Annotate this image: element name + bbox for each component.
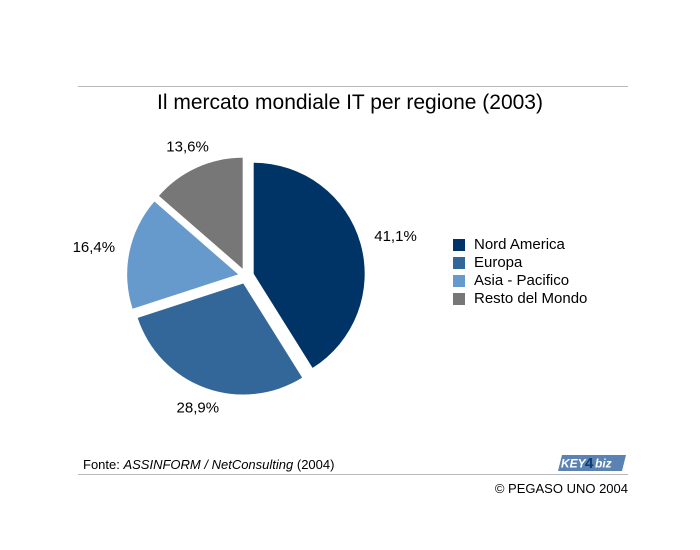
legend-label: Asia - Pacifico [474,272,570,289]
legend-label: Nord America [474,236,565,253]
legend-item-asia-pacifico: Asia - Pacifico [453,272,587,290]
source-note: Fonte: ASSINFORM / NetConsulting (2004) [83,457,334,473]
legend-item-europa: Europa [453,254,587,272]
legend-label: Resto del Mondo [474,290,588,307]
svg-text:4: 4 [585,455,594,472]
pie-slice-nord-america [253,162,365,368]
data-label-nord-america: 41,1% [374,228,417,245]
legend-swatch [453,293,465,305]
pie-slice-resto-del-mondo [158,157,243,269]
legend-swatch [453,257,465,269]
data-label-resto-del-mondo: 13,6% [166,139,209,156]
pie-slice-europa [137,283,303,395]
data-label-asia-pacifico: 16,4% [73,239,116,256]
legend-item-resto-del-mondo: Resto del Mondo [453,290,587,308]
legend-swatch [453,275,465,287]
pie-slice-asia-pacifico [127,201,239,309]
svg-text:biz: biz [595,457,612,471]
legend-item-nord-america: Nord America [453,236,587,254]
top-divider [78,86,628,87]
copyright: © PEGASO UNO 2004 [494,481,628,496]
chart-title: Il mercato mondiale IT per regione (2003… [157,91,543,114]
key4biz-logo: KEY 4 biz [558,455,626,472]
data-label-europa: 28,9% [177,399,220,416]
legend-swatch [453,239,465,251]
bottom-divider [78,474,628,475]
source-prefix: Fonte: [83,457,124,472]
legend: Nord America Europa Asia - Pacifico Rest… [453,236,587,308]
source-year: (2004) [293,457,335,472]
svg-text:KEY: KEY [561,457,587,471]
source-name: ASSINFORM / NetConsulting [123,457,294,472]
legend-label: Europa [474,254,523,271]
